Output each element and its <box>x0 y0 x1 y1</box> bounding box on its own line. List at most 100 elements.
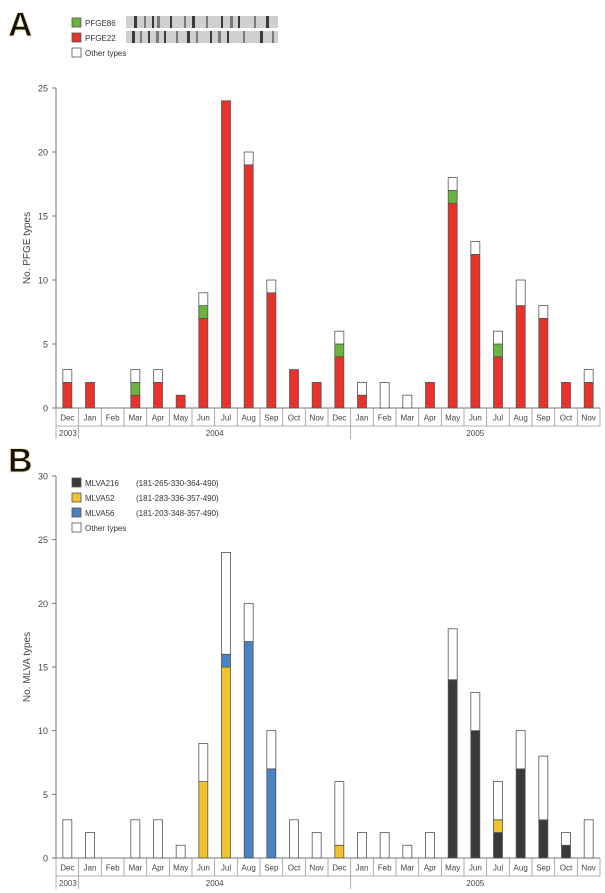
bar-other-types-apr <box>153 369 163 383</box>
x-tick-label: Oct <box>288 414 301 423</box>
x-tick-label: Aug <box>242 864 256 873</box>
gel-band-image <box>126 16 278 28</box>
bar-pfge22-jan <box>357 394 367 409</box>
bar-other-types-dec <box>334 330 345 345</box>
x-tick-label: Oct <box>560 414 573 423</box>
x-tick-label: Jul <box>221 414 231 423</box>
x-tick-label: Nov <box>310 414 324 423</box>
bar-other-types-may <box>447 177 458 191</box>
bar-other-types-jul <box>493 781 503 821</box>
bar-other-types-aug <box>243 151 254 166</box>
x-tick-label: Mar <box>128 864 142 873</box>
legend-label-pfge22: PFGE22 <box>85 34 116 43</box>
legend-label-mlva216: MLVA216 <box>85 479 119 488</box>
bar-pfge86-jul <box>493 343 503 358</box>
x-tick-label: Dec <box>332 414 346 423</box>
bar-mlva216-aug <box>515 768 526 859</box>
bar-other-types-aug <box>515 279 526 307</box>
bar-other-types-sep <box>266 279 277 294</box>
bar-other-types-jul <box>493 330 503 345</box>
x-tick-label: Dec <box>60 864 74 873</box>
panel-a: A 0 5 10 15 20 25 No. PFGE types Dec Jan Feb Mar Apr… <box>8 6 601 439</box>
legend-swatch-other-types <box>71 47 82 58</box>
bar-mlva52-jul <box>221 666 231 859</box>
bar-pfge22-dec <box>334 356 345 409</box>
bar-other-types-sep <box>266 730 277 770</box>
bar-other-types-apr <box>425 832 435 859</box>
bar-pfge22-aug <box>243 164 254 409</box>
x-tick-label: May <box>173 864 188 873</box>
bar-other-types-nov <box>311 832 322 859</box>
y-axis-label: No. PFGE types <box>22 212 33 284</box>
bar-pfge22-jul <box>493 356 503 409</box>
x-tick-label: Mar <box>400 864 414 873</box>
bar-pfge22-may <box>175 394 186 409</box>
bar-other-types-aug <box>243 602 254 642</box>
y-tick-label: 5 <box>43 340 48 350</box>
gel-band-image <box>126 31 278 43</box>
legend-label-pfge86: PFGE86 <box>85 19 116 28</box>
bar-mlva216-may <box>447 679 458 859</box>
x-tick-label: Jul <box>493 864 503 873</box>
x-tick-label: Feb <box>378 414 392 423</box>
bar-other-types-jun <box>198 292 209 306</box>
bar-pfge22-aug <box>515 305 526 409</box>
bar-other-types-apr <box>153 819 163 859</box>
x-tick-label: Apr <box>152 414 165 423</box>
x-tick-label: Jun <box>469 864 482 873</box>
bar-pfge22-sep <box>266 292 277 409</box>
y-tick-label: 15 <box>38 212 48 222</box>
y-tick-label: 15 <box>38 663 48 673</box>
bar-other-types-sep <box>538 305 549 319</box>
y-tick-label: 10 <box>38 276 48 286</box>
x-tick-label: Sep <box>536 864 551 873</box>
x-tick-label: Feb <box>106 864 120 873</box>
bar-other-types-jul <box>221 552 231 655</box>
x-tick-label: Sep <box>536 414 551 423</box>
x-tick-label: Jan <box>84 864 97 873</box>
bar-mlva216-jun <box>470 730 481 859</box>
bar-other-types-feb <box>379 832 390 859</box>
bar-mlva216-sep <box>538 819 549 859</box>
legend-swatch-mlva216 <box>71 477 82 488</box>
x-tick-label: Oct <box>288 864 301 873</box>
bar-mlva52-jul <box>493 819 503 833</box>
bar-pfge22-jun <box>470 253 481 409</box>
bar-pfge22-dec <box>62 381 73 409</box>
y-tick-label: 0 <box>43 404 48 414</box>
panel-label: A <box>8 6 33 44</box>
bar-other-types-mar <box>130 369 141 383</box>
y-tick-label: 5 <box>43 790 48 800</box>
x-tick-label: Apr <box>152 864 165 873</box>
bar-other-types-jan <box>357 832 367 859</box>
y-tick-label: 10 <box>38 726 48 736</box>
y-tick-label: 20 <box>38 148 48 158</box>
bar-other-types-dec <box>62 819 73 859</box>
bar-other-types-feb <box>379 381 390 409</box>
x-tick-label: Mar <box>128 414 142 423</box>
y-tick-label: 25 <box>38 84 48 94</box>
legend-swatch-mlva52 <box>71 492 82 503</box>
legend-label-other-types: Other types <box>85 524 126 533</box>
x-tick-label: Jan <box>356 864 369 873</box>
bar-pfge22-apr <box>153 381 163 409</box>
x-tick-label: Sep <box>264 864 279 873</box>
x-tick-label: May <box>445 414 460 423</box>
bar-pfge22-nov <box>583 381 594 409</box>
bar-mlva216-oct <box>561 844 571 859</box>
bar-other-types-jun <box>198 743 209 783</box>
bar-other-types-jan <box>85 832 95 859</box>
bar-pfge22-nov <box>311 381 322 409</box>
bar-mlva216-jul <box>493 832 503 859</box>
bar-pfge22-apr <box>425 381 435 409</box>
bar-other-types-sep <box>538 755 549 821</box>
y-tick-label: 25 <box>38 535 48 545</box>
y-tick-label: 0 <box>43 854 48 864</box>
x-tick-label: Jul <box>221 864 231 873</box>
bar-other-types-may <box>175 844 186 859</box>
legend-swatch-mlva56 <box>71 507 82 518</box>
bar-pfge22-may <box>447 202 458 409</box>
x-tick-label: Aug <box>514 864 528 873</box>
y-tick-label: 20 <box>38 599 48 609</box>
